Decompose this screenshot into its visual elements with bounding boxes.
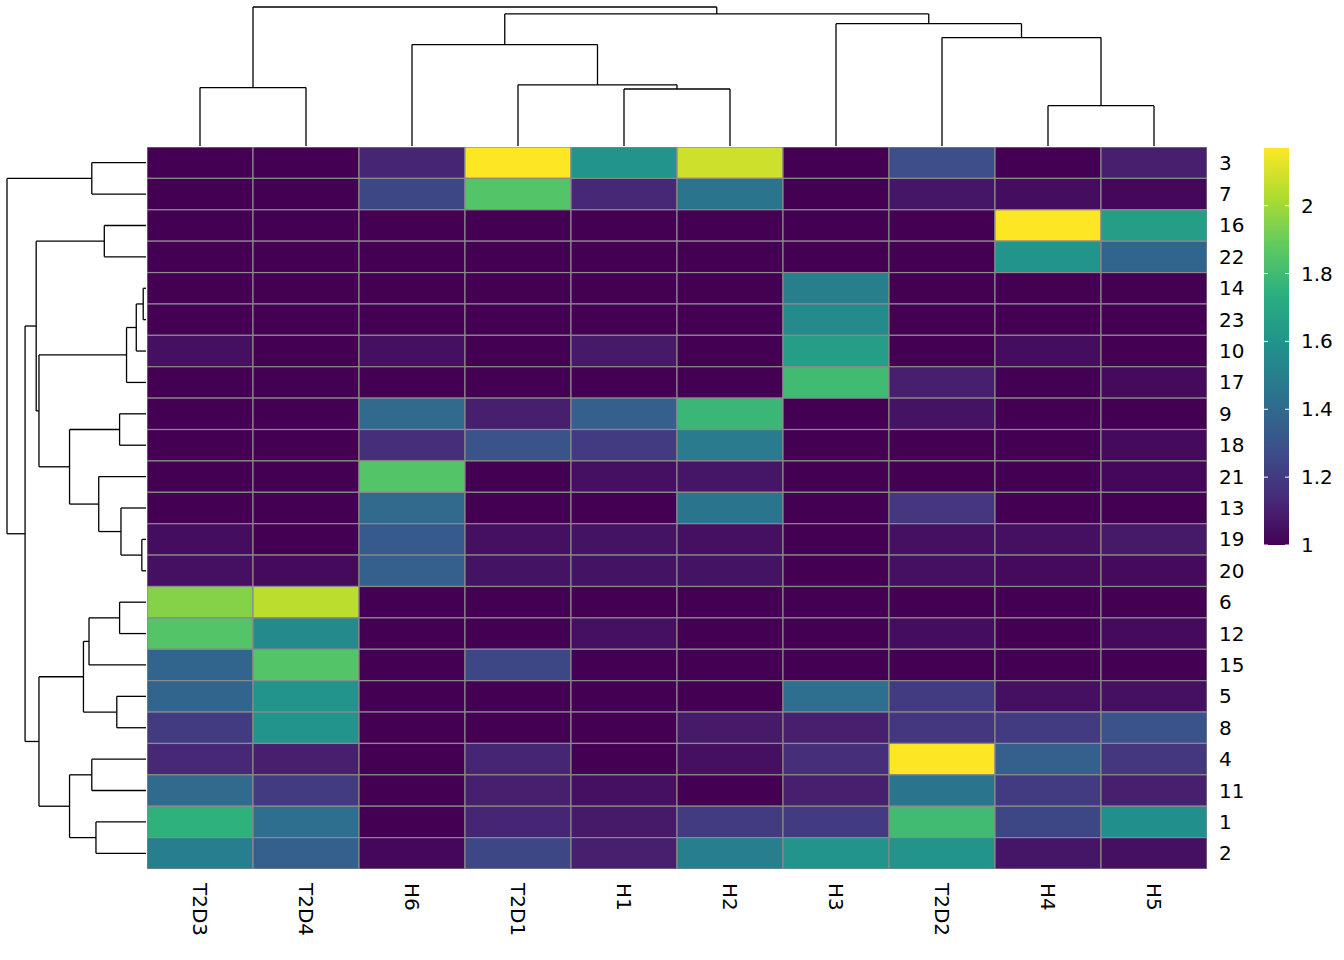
svg-text:T2D1: T2D1 xyxy=(506,882,530,936)
svg-text:20: 20 xyxy=(1219,559,1244,583)
svg-text:12: 12 xyxy=(1219,622,1244,646)
svg-text:10: 10 xyxy=(1219,339,1244,363)
svg-text:8: 8 xyxy=(1219,716,1232,740)
svg-text:13: 13 xyxy=(1219,496,1244,520)
svg-text:2: 2 xyxy=(1219,841,1232,865)
svg-text:15: 15 xyxy=(1219,653,1244,677)
svg-text:14: 14 xyxy=(1219,276,1244,300)
svg-text:H6: H6 xyxy=(400,883,424,911)
svg-text:3: 3 xyxy=(1219,151,1232,175)
svg-text:H2: H2 xyxy=(718,883,742,911)
svg-text:19: 19 xyxy=(1219,527,1244,551)
svg-text:6: 6 xyxy=(1219,590,1232,614)
svg-text:18: 18 xyxy=(1219,433,1244,457)
svg-text:T2D3: T2D3 xyxy=(188,882,212,936)
svg-text:4: 4 xyxy=(1219,747,1232,771)
svg-text:H4: H4 xyxy=(1036,883,1060,911)
svg-text:21: 21 xyxy=(1219,465,1244,489)
svg-text:7: 7 xyxy=(1219,182,1232,206)
svg-text:H3: H3 xyxy=(824,883,848,911)
svg-text:1.8: 1.8 xyxy=(1301,262,1333,286)
svg-text:1: 1 xyxy=(1219,810,1232,834)
svg-text:17: 17 xyxy=(1219,370,1244,394)
svg-text:H5: H5 xyxy=(1142,883,1166,911)
svg-text:T2D2: T2D2 xyxy=(930,882,954,936)
svg-text:1.6: 1.6 xyxy=(1301,329,1333,353)
svg-text:16: 16 xyxy=(1219,213,1244,237)
svg-text:1.4: 1.4 xyxy=(1301,397,1333,421)
svg-text:1.2: 1.2 xyxy=(1301,465,1333,489)
svg-text:H1: H1 xyxy=(612,883,636,911)
svg-text:1: 1 xyxy=(1301,533,1314,557)
svg-text:23: 23 xyxy=(1219,308,1244,332)
svg-text:T2D4: T2D4 xyxy=(294,882,318,936)
svg-text:11: 11 xyxy=(1219,779,1244,803)
svg-text:9: 9 xyxy=(1219,402,1232,426)
svg-text:22: 22 xyxy=(1219,245,1244,269)
svg-text:2: 2 xyxy=(1301,194,1314,218)
svg-text:5: 5 xyxy=(1219,684,1232,708)
